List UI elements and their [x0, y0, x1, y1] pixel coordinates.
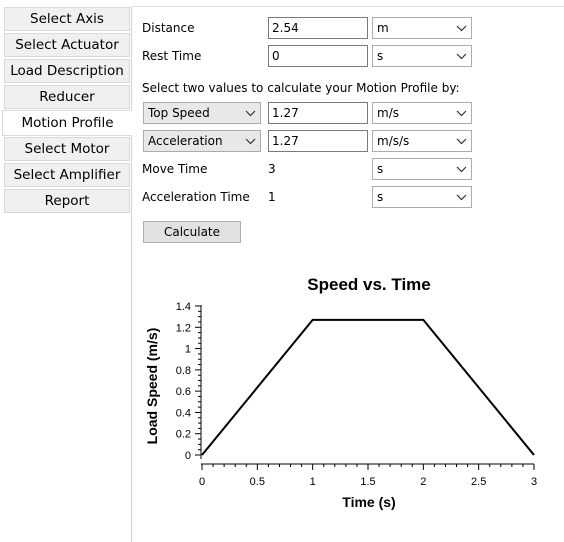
x-tick-label: 3 [531, 476, 537, 488]
x-tick-label: 0.5 [250, 476, 265, 488]
chart-title: Speed vs. Time [307, 275, 430, 294]
x-tick-label: 1 [310, 476, 316, 488]
chevron-down-icon [456, 166, 467, 173]
param2-unit-select[interactable]: m/s/s [372, 130, 472, 152]
move-time-label: Move Time [142, 162, 208, 176]
chevron-down-icon [456, 138, 467, 145]
speed-time-chart: Speed vs. Time Load Speed (m/s) Time (s)… [144, 275, 537, 510]
rest-time-unit-value: s [377, 49, 384, 63]
acceleration-time-unit-select[interactable]: s [372, 186, 472, 208]
acceleration-time-value: 1 [268, 190, 276, 204]
distance-unit-select[interactable]: m [372, 17, 472, 39]
param1-value-input[interactable]: 1.27 [268, 102, 368, 124]
tab-motion-profile[interactable]: Motion Profile [2, 110, 132, 136]
sidebar: Select Axis Select Actuator Load Descrip… [0, 0, 132, 542]
tab-report[interactable]: Report [4, 189, 130, 213]
y-tick-label: 1.4 [176, 301, 191, 313]
distance-input[interactable]: 2.54 [268, 17, 368, 39]
tab-select-axis[interactable]: Select Axis [4, 7, 130, 31]
param2-unit-value: m/s/s [377, 134, 410, 148]
chart-xlabel: Time (s) [342, 494, 395, 510]
tab-select-motor[interactable]: Select Motor [4, 137, 130, 161]
instruction-text: Select two values to calculate your Moti… [142, 81, 460, 95]
distance-unit-value: m [377, 21, 389, 35]
y-tick-label: 1.2 [176, 322, 191, 334]
move-time-unit-select[interactable]: s [372, 158, 472, 180]
rest-time-label: Rest Time [142, 49, 202, 63]
tab-select-amplifier[interactable]: Select Amplifier [4, 163, 130, 187]
x-tick-label: 2 [420, 476, 426, 488]
acceleration-time-label: Acceleration Time [142, 190, 250, 204]
tab-reducer[interactable]: Reducer [4, 85, 130, 109]
speed-series-line [201, 318, 535, 456]
move-time-unit-value: s [377, 162, 384, 176]
y-tick-label: 0.4 [176, 407, 191, 419]
param2-type-value: Acceleration [148, 134, 223, 148]
x-tick-label: 0 [199, 476, 205, 488]
rest-time-input[interactable]: 0 [268, 45, 368, 67]
y-tick-label: 0.6 [176, 386, 191, 398]
param1-type-value: Top Speed [148, 106, 210, 120]
param2-value-input[interactable]: 1.27 [268, 130, 368, 152]
chevron-down-icon [456, 25, 467, 32]
param2-type-select[interactable]: Acceleration [143, 130, 261, 152]
acceleration-time-unit-value: s [377, 190, 384, 204]
y-tick-label: 0.2 [176, 429, 191, 441]
param1-unit-value: m/s [377, 106, 399, 120]
y-tick-label: 1 [185, 344, 191, 356]
distance-label: Distance [142, 21, 195, 35]
tab-load-description[interactable]: Load Description [4, 59, 130, 83]
panel-divider [131, 6, 132, 542]
calculate-button[interactable]: Calculate [143, 221, 241, 243]
tab-select-actuator[interactable]: Select Actuator [4, 33, 130, 57]
x-tick-label: 1.5 [360, 476, 375, 488]
chart-ylabel: Load Speed (m/s) [144, 328, 160, 445]
chevron-down-icon [456, 194, 467, 201]
panel-top-border [132, 6, 564, 7]
y-tick-label: 0 [185, 450, 191, 462]
param1-unit-select[interactable]: m/s [372, 102, 472, 124]
chevron-down-icon [456, 110, 467, 117]
x-tick-label: 2.5 [471, 476, 486, 488]
chevron-down-icon [245, 110, 256, 117]
param1-type-select[interactable]: Top Speed [143, 102, 261, 124]
chevron-down-icon [456, 53, 467, 60]
rest-time-unit-select[interactable]: s [372, 45, 472, 67]
y-tick-label: 0.8 [176, 365, 191, 377]
move-time-value: 3 [268, 162, 276, 176]
chevron-down-icon [245, 138, 256, 145]
